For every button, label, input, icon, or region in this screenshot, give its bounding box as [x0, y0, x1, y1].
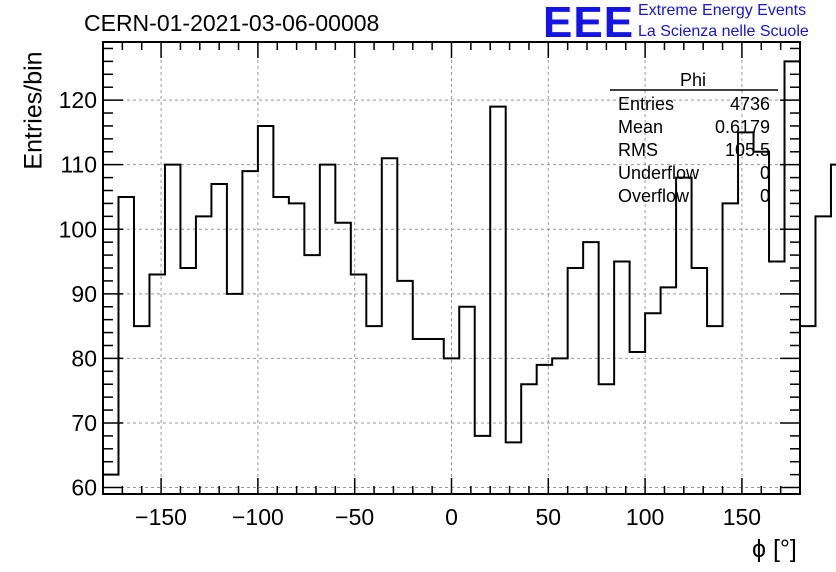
stats-value: 0.6179 — [714, 117, 770, 137]
x-tick-label: −100 — [232, 504, 284, 530]
x-axis-label: ϕ [°] — [752, 535, 797, 563]
stats-key: Overflow — [618, 186, 690, 206]
axis-ticks — [103, 42, 800, 494]
x-tick-label: 50 — [536, 504, 562, 530]
x-tick-label: 100 — [626, 504, 664, 530]
stats-value: 4736 — [729, 94, 770, 114]
stats-key: Entries — [618, 94, 675, 114]
x-tick-label: 150 — [723, 504, 761, 530]
axis-tick-labels: −150 −100 −50 0 50 100 150 60 70 80 90 100 110 120 — [59, 87, 761, 530]
y-tick-label: 110 — [60, 152, 97, 178]
logo-line-1: Extreme Energy Events — [638, 2, 807, 19]
stats-value: 105.5 — [724, 140, 770, 160]
y-axis-label: Entries/bin — [19, 51, 48, 170]
y-tick-label: 70 — [71, 410, 97, 436]
stats-value: 0 — [759, 163, 770, 183]
x-tick-label: 0 — [445, 504, 458, 530]
y-tick-label: 90 — [71, 281, 97, 307]
stats-key: Underflow — [618, 163, 700, 183]
chart-title: CERN-01-2021-03-06-00008 — [84, 10, 380, 36]
x-tick-label: −150 — [135, 504, 187, 530]
stats-key: RMS — [618, 140, 658, 160]
stats-key: Mean — [618, 117, 664, 137]
histogram-step-line — [102, 60, 836, 494]
eee-logo: EEE — [543, 0, 635, 47]
stats-title: Phi — [680, 70, 707, 90]
logo-line-2: La Scienza nelle Scuole — [638, 23, 809, 40]
y-tick-label: 120 — [59, 87, 97, 113]
x-tick-label: −50 — [335, 504, 374, 530]
y-tick-label: 80 — [71, 345, 97, 371]
y-tick-label: 100 — [59, 216, 97, 242]
y-tick-label: 60 — [71, 475, 97, 501]
stats-value: 0 — [759, 186, 770, 206]
